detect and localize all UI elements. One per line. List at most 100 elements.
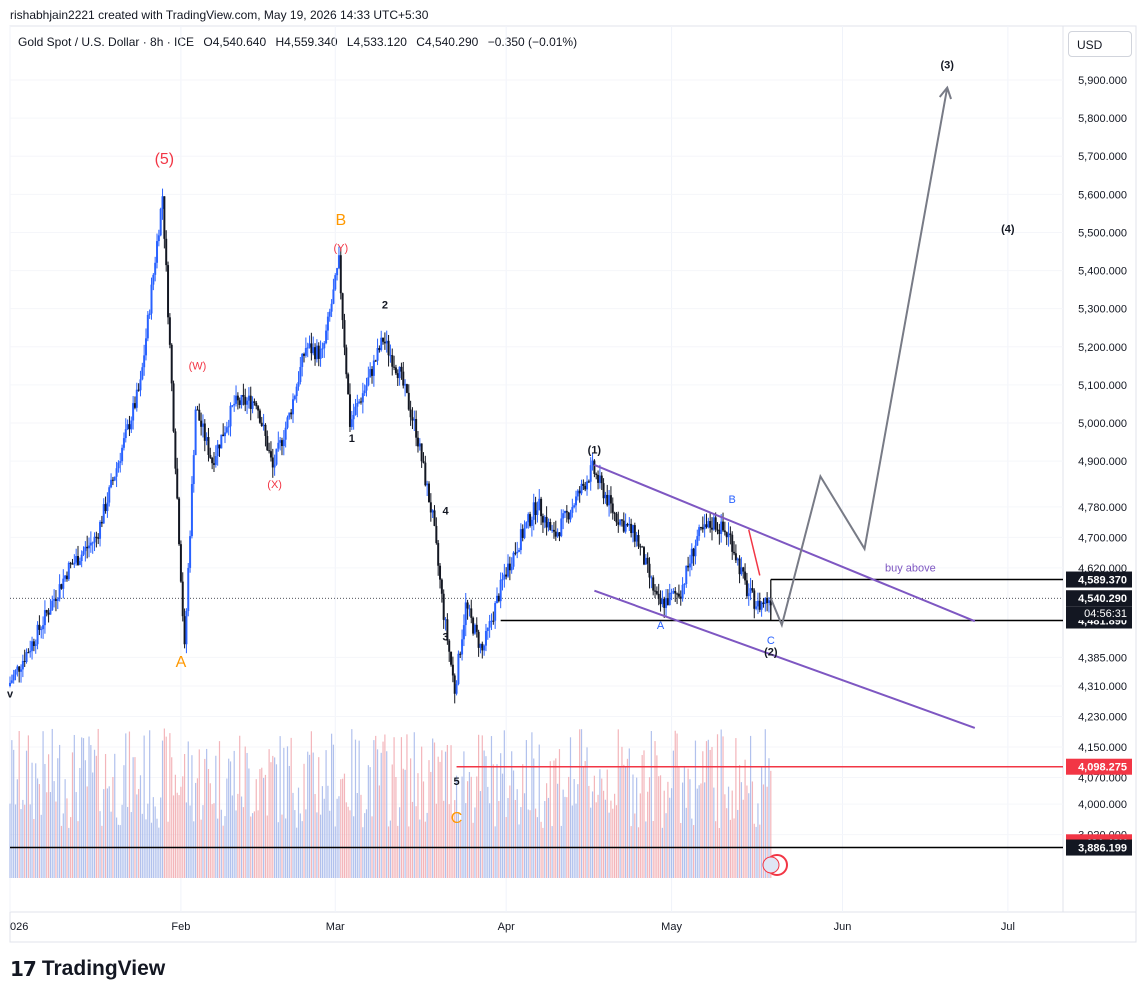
volume-bar <box>143 735 145 878</box>
candle-body <box>589 465 592 482</box>
volume-bar <box>200 819 202 878</box>
candle-body <box>608 495 611 506</box>
ohlc-open: O4,540.640 <box>203 35 267 49</box>
candle-body <box>584 485 587 490</box>
volume-bar <box>740 782 743 878</box>
candle-body <box>29 650 32 653</box>
candle-body <box>174 431 177 469</box>
volume-bar <box>233 750 235 878</box>
volume-bar <box>670 788 673 878</box>
volume-bar <box>593 775 595 878</box>
volume-bar <box>748 793 750 878</box>
candle-body <box>282 439 285 447</box>
volume-bar <box>612 808 614 878</box>
volume-bar <box>257 810 259 878</box>
volume-bar <box>678 767 680 878</box>
candle-body <box>527 514 530 523</box>
volume-bar <box>661 827 663 878</box>
volume-bar <box>11 740 13 878</box>
candle-body <box>762 602 765 605</box>
candle-body <box>181 581 184 617</box>
volume-bar <box>84 760 86 878</box>
candle-body <box>310 343 313 354</box>
volume-bar <box>285 818 287 878</box>
volume-bar <box>503 730 505 878</box>
volume-bar <box>693 825 695 878</box>
candle-body <box>516 551 519 554</box>
candle-body <box>330 303 333 312</box>
volume-bar <box>665 813 667 878</box>
candle-body <box>42 625 45 630</box>
candle-body <box>240 394 243 405</box>
candle-body <box>185 611 188 645</box>
volume-bar <box>367 765 369 878</box>
us-flag-event-icon[interactable] <box>766 854 788 876</box>
candle-body <box>749 588 752 594</box>
volume-bar <box>244 746 246 878</box>
candle-body <box>560 518 563 537</box>
candle-body <box>76 556 79 565</box>
projection-path[interactable] <box>769 87 949 629</box>
candle-body <box>512 552 515 567</box>
volume-bar <box>702 751 704 878</box>
candle-body <box>88 545 91 549</box>
candle-body <box>163 196 166 239</box>
channel-lower-line[interactable] <box>594 589 976 729</box>
candle-body <box>530 519 533 526</box>
candle-body <box>521 529 524 538</box>
volume-bar <box>283 747 285 878</box>
candle-body <box>720 521 723 534</box>
candle-body <box>144 338 147 356</box>
candle-body <box>563 510 566 514</box>
candle-body <box>529 514 532 526</box>
volume-bar <box>115 817 118 878</box>
symbol-title[interactable]: Gold Spot / U.S. Dollar · 8h · ICE <box>18 35 195 49</box>
volume-bar <box>615 805 618 878</box>
candle-body <box>769 600 772 606</box>
volume-bar <box>663 790 665 878</box>
volume-bar <box>88 736 90 878</box>
price-tick-label: 4,620.000 <box>1078 563 1127 575</box>
volume-bar <box>132 757 134 878</box>
candle-body <box>306 347 309 349</box>
candle-body <box>745 580 748 597</box>
volume-bar <box>483 750 485 878</box>
volume-bar <box>272 755 274 878</box>
candle-body <box>448 640 451 652</box>
volume-bar <box>685 807 687 878</box>
candle-body <box>598 475 601 483</box>
volume-bar <box>47 754 50 878</box>
candle-body <box>613 512 616 514</box>
wave-label: B <box>729 494 736 506</box>
countdown-label: 04:56:31 <box>1084 608 1127 620</box>
volume-bar <box>509 785 511 878</box>
candle-body <box>247 395 250 401</box>
event-icon[interactable] <box>762 856 780 874</box>
volume-bar <box>9 803 11 878</box>
candle-body <box>519 529 522 551</box>
channel-upper-line[interactable] <box>594 464 976 623</box>
candle-body <box>225 427 228 433</box>
wave-label: C <box>767 635 775 647</box>
tradingview-logo[interactable]: 17 TradingView <box>10 957 165 981</box>
currency-button[interactable]: USD <box>1068 31 1132 57</box>
projection-arrowhead <box>938 85 952 100</box>
candle-body <box>597 475 600 483</box>
candle-body <box>75 556 78 563</box>
volume-bar <box>465 803 467 878</box>
candle-body <box>82 551 85 555</box>
volume-bar <box>49 792 52 878</box>
volume-bar <box>42 731 44 878</box>
candle-body <box>464 602 467 626</box>
volume-bar <box>669 797 671 878</box>
candle-body <box>132 403 135 421</box>
candle-body <box>595 473 598 476</box>
volume-bar <box>92 772 94 878</box>
price-tag <box>1066 571 1132 588</box>
volume-bar <box>353 816 355 878</box>
candle-body <box>628 523 631 526</box>
candle-body <box>161 196 164 209</box>
volume-bar <box>419 819 421 878</box>
candle-body <box>16 666 19 671</box>
